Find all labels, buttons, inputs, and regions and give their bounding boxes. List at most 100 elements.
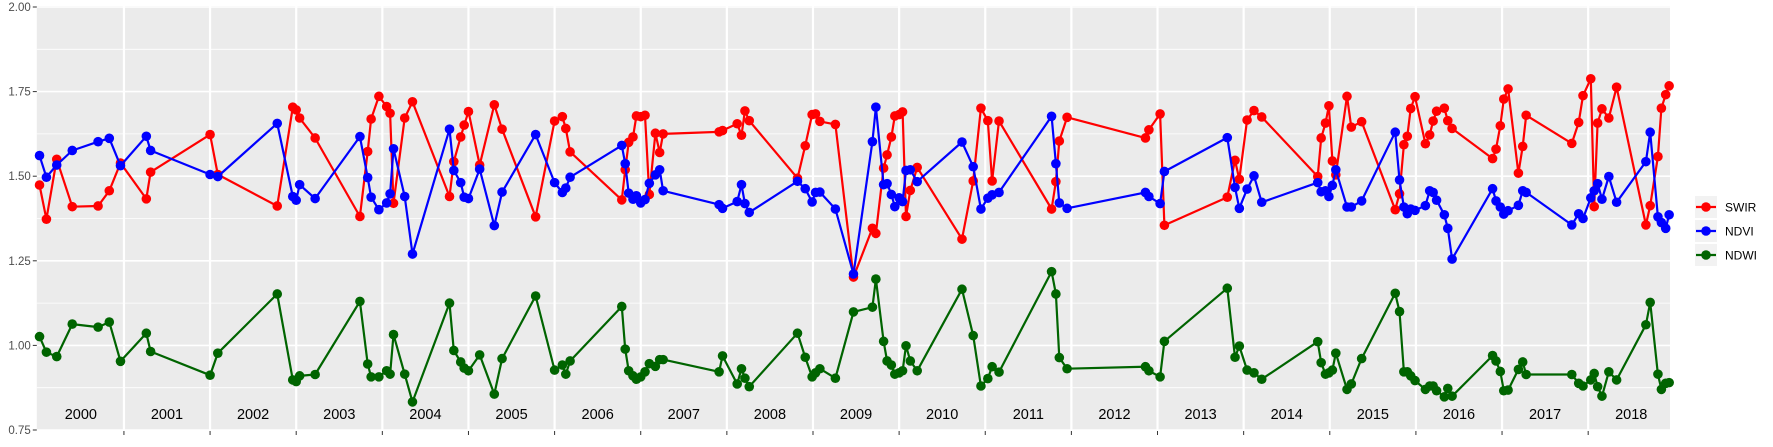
ndvi-point [732, 196, 742, 207]
ndvi-point [1051, 158, 1061, 169]
year-label: 2011 [1013, 407, 1044, 423]
ndvi-point [1062, 203, 1072, 214]
ndwi-point [366, 372, 376, 382]
ndwi-point [205, 370, 215, 380]
ndvi-point [792, 176, 803, 187]
ndwi-point [1256, 374, 1267, 385]
ndvi-point [104, 133, 115, 144]
ndvi-point [658, 185, 668, 196]
swir-point [1513, 168, 1524, 178]
swir-point [1498, 94, 1509, 104]
y-tick-label: 1.00 [8, 340, 30, 352]
ndvi-point [67, 145, 78, 156]
ndvi-point [1589, 185, 1600, 196]
swir-point [93, 201, 103, 211]
y-tick-label: 1.75 [8, 87, 30, 99]
year-label: 2006 [582, 407, 614, 423]
swir-point [1653, 151, 1663, 162]
ndvi-point [1242, 184, 1252, 194]
ndwi-point [736, 363, 747, 374]
swir-point [1159, 220, 1170, 231]
series-ndvi [34, 102, 1674, 279]
ndwi-point [867, 302, 878, 312]
swir-point [1611, 82, 1622, 93]
ndvi-point [41, 172, 52, 183]
ndwi-point [1312, 336, 1323, 347]
ndvi-point [1312, 177, 1323, 188]
swir-point [878, 163, 889, 173]
swir-point [658, 129, 668, 139]
y-tick-label: 1.25 [8, 256, 30, 268]
swir-point [141, 194, 152, 204]
swir-point [1420, 138, 1431, 149]
ndwi-point [1645, 297, 1655, 308]
swir-point [1140, 133, 1151, 143]
ndvi-point [141, 131, 152, 142]
ndwi-point [1664, 377, 1674, 388]
ndwi-point [1249, 368, 1259, 378]
legend-item-swir: SWIR [1695, 196, 1757, 218]
ndvi-point [145, 145, 156, 156]
ndwi-point [1356, 353, 1367, 364]
ndwi-point [1316, 357, 1326, 368]
ndwi-point [294, 371, 305, 381]
ndvi-point [444, 124, 455, 134]
year-label: 2013 [1184, 407, 1216, 423]
ndwi-point [976, 381, 986, 391]
swir-point [1645, 200, 1655, 211]
ndwi-point [1567, 369, 1577, 380]
swir-point [640, 110, 650, 121]
ndvi-point [1155, 198, 1165, 209]
swir-point [800, 140, 811, 151]
swir-point [565, 147, 575, 157]
ndwi-point [1051, 289, 1061, 299]
ndwi-point [1327, 365, 1338, 375]
ndvi-point [1597, 194, 1607, 205]
ndvi-point [1641, 156, 1651, 167]
swir-point [530, 212, 541, 222]
ndvi-point [291, 195, 301, 206]
ndwi-point [878, 336, 889, 347]
ndvi-point [736, 179, 747, 190]
ndvi-point [886, 189, 897, 200]
y-axis: 0.75 1.00 1.25 1.50 1.75 2.00 [8, 2, 37, 437]
swir-point [455, 132, 466, 142]
ndwi-point [1346, 379, 1357, 389]
ndvi-point [1442, 223, 1453, 234]
ndvi-point [407, 249, 418, 259]
year-label: 2003 [323, 407, 355, 423]
swir-point [897, 107, 908, 117]
ndvi-point [1356, 196, 1367, 206]
ndvi-point [565, 172, 575, 183]
ndvi-point [1230, 182, 1240, 193]
ndvi-point [882, 178, 892, 189]
ndvi-point [489, 220, 500, 231]
ndvi-point [1439, 209, 1450, 220]
ndwi-point [987, 361, 997, 372]
ndwi-point [1410, 375, 1420, 386]
swir-point [366, 114, 376, 124]
swir-point [1604, 113, 1614, 123]
ndvi-point [654, 164, 665, 175]
swir-point [744, 115, 755, 126]
ndwi-point [1144, 365, 1154, 376]
ndwi-point [1442, 383, 1453, 394]
ndvi-point [1222, 132, 1233, 143]
swir-point [1324, 101, 1334, 111]
year-labels: 2000 2001 2002 2003 2004 2005 2006 2007 2008 2009… [65, 407, 1648, 423]
ndvi-point [890, 201, 900, 212]
ndwi-point [1578, 381, 1588, 391]
ndwi-point [549, 365, 560, 375]
swir-point [560, 123, 571, 134]
year-label: 2001 [151, 407, 183, 423]
swir-point [407, 96, 418, 107]
ndvi-point [1249, 171, 1259, 181]
swir-point [1230, 155, 1240, 166]
swir-point [362, 146, 373, 157]
swir-point [1046, 204, 1057, 214]
ndvi-point [455, 177, 466, 188]
ndvi-point [388, 143, 399, 154]
ndvi-point [1567, 220, 1577, 230]
y-tick-label: 1.50 [8, 171, 30, 183]
swir-point [1249, 105, 1259, 116]
